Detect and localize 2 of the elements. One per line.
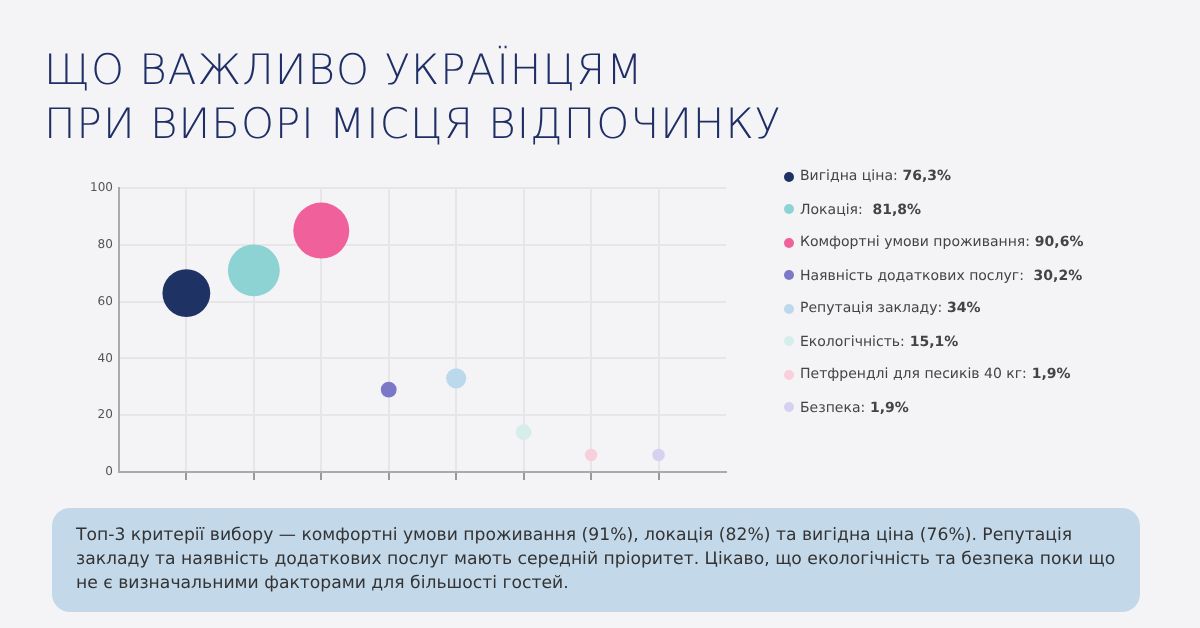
text: Топ-3 критерії вибору — комфортні умови проживання (91%), локація (82%) та вигідна ціна (76%). Репутація закладу та наявність додаткових послуг мають середній пріоритет. Цікаво, що екологічність та безпека поки що не є визначальними факторами для більшості гостей. <box>52 508 1140 612</box>
chart-title: ЩО ВАЖЛИВО УКРАЇНЦЯМ ПРИ ВИБОРІ МІСЦЯ ВІДПОЧИНКУ <box>44 44 782 152</box>
